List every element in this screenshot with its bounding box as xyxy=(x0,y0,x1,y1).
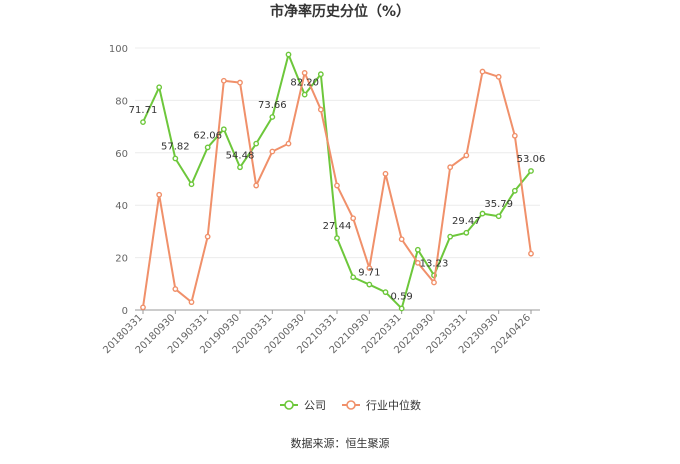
company-point xyxy=(237,164,243,171)
industry-median-point xyxy=(414,259,421,266)
chart-title: 市净率历史分位（%） xyxy=(270,3,410,20)
legend-marker xyxy=(346,400,356,410)
industry-median-point xyxy=(317,106,324,113)
company-point xyxy=(479,210,486,217)
series-layer xyxy=(140,51,534,312)
axis-layer: 0204060801002018033120180930201903312019… xyxy=(101,44,540,356)
company-point xyxy=(285,51,292,58)
industry-median-point xyxy=(172,286,179,292)
legend-marker xyxy=(284,400,294,410)
data-label: 82.20 xyxy=(290,78,319,89)
industry-median-point xyxy=(350,215,357,222)
data-label: 57.82 xyxy=(161,142,190,153)
industry-median-point xyxy=(156,191,163,198)
data-label: 9.71 xyxy=(358,268,380,279)
data-label: 62.06 xyxy=(193,130,222,141)
industry-median-point xyxy=(479,68,486,75)
industry-median-point xyxy=(269,148,276,155)
company-point xyxy=(220,126,227,133)
company-point xyxy=(366,281,373,288)
data-label: 27.44 xyxy=(323,221,352,232)
industry-median-point xyxy=(140,304,146,311)
data-label: 13.23 xyxy=(420,258,449,269)
industry-median-point xyxy=(301,69,308,76)
data-label: 53.06 xyxy=(517,154,546,165)
y-tick-label: 60 xyxy=(115,149,128,160)
industry-median-point xyxy=(528,250,534,257)
company-point xyxy=(317,71,324,78)
legend: 公司 行业中位数 xyxy=(280,398,421,412)
company-point xyxy=(495,213,502,220)
data-label: 35.79 xyxy=(484,199,513,210)
source-text: 数据来源：恒生聚源 xyxy=(291,436,390,450)
company-point xyxy=(511,187,518,194)
company-point xyxy=(301,91,308,98)
grid-layer xyxy=(135,47,540,259)
data-label: 71.71 xyxy=(129,105,158,116)
legend-label: 公司 xyxy=(304,399,326,412)
industry-median-point xyxy=(220,77,227,84)
industry-median-point xyxy=(237,79,243,86)
industry-median-point xyxy=(382,170,389,177)
data-label: 73.66 xyxy=(258,100,287,111)
company-point xyxy=(172,155,179,162)
industry-median-point xyxy=(431,279,437,286)
company-point xyxy=(156,84,163,91)
industry-median-point xyxy=(398,236,405,243)
company-point xyxy=(204,144,211,151)
company-point xyxy=(414,246,421,253)
industry-median-point xyxy=(204,233,211,240)
industry-median-point xyxy=(334,182,340,189)
company-point xyxy=(253,140,260,147)
legend-item-company: 公司 xyxy=(280,399,326,412)
industry-median-series-line xyxy=(142,70,532,308)
data-label: 0.59 xyxy=(391,291,413,302)
data-label: 29.47 xyxy=(452,216,481,227)
industry-median-point xyxy=(366,265,373,271)
company-point xyxy=(398,305,405,312)
y-tick-label: 40 xyxy=(115,201,128,212)
y-tick-label: 100 xyxy=(109,44,128,55)
company-point xyxy=(334,235,340,242)
industry-median-point xyxy=(495,73,502,80)
company-point xyxy=(528,168,534,174)
industry-median-point xyxy=(188,299,195,306)
y-tick-label: 20 xyxy=(115,254,128,265)
company-point xyxy=(382,289,389,296)
company-point xyxy=(463,229,470,236)
industry-median-point xyxy=(447,164,454,171)
company-point xyxy=(140,119,146,126)
industry-median-point xyxy=(285,140,292,147)
y-tick-label: 0 xyxy=(122,306,128,317)
y-tick-label: 80 xyxy=(115,96,128,107)
industry-median-point xyxy=(511,132,518,139)
data-label: 54.48 xyxy=(226,150,255,161)
industry-median-point xyxy=(253,182,260,189)
legend-item-industry-median: 行业中位数 xyxy=(342,398,421,412)
company-point xyxy=(350,274,357,281)
industry-median-point xyxy=(463,152,470,159)
company-point xyxy=(188,181,195,188)
legend-label: 行业中位数 xyxy=(366,398,421,412)
company-point xyxy=(447,233,454,240)
company-point xyxy=(269,114,276,120)
